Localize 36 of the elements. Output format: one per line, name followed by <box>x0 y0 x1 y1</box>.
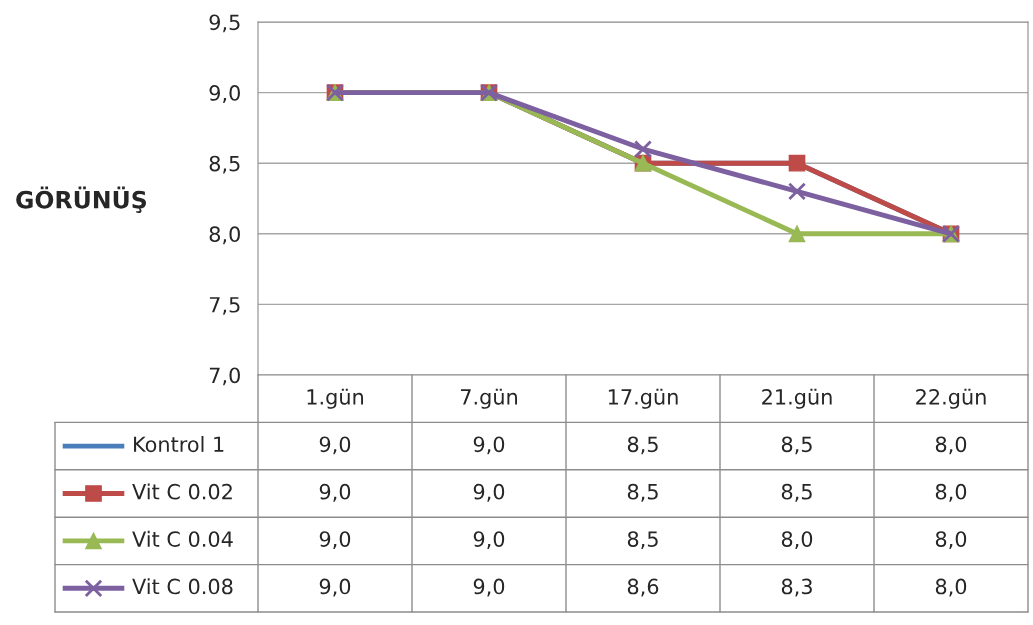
x-tick-label: 21.gün <box>762 388 832 409</box>
x-tick-label: 17.gün <box>608 388 678 409</box>
y-tick-label: 7,5 <box>209 297 240 315</box>
y-tick-label: 9,5 <box>209 14 240 33</box>
legend-label: Vit C 0.08 <box>132 578 233 595</box>
x-tick-label: 7.gün <box>460 388 517 409</box>
y-axis-title: GÖRÜNÜŞ <box>16 186 147 213</box>
data-label: 9,0 <box>473 483 505 502</box>
data-label: 8,0 <box>935 436 967 455</box>
legend-label: Vit C 0.02 <box>132 483 232 500</box>
data-label: 9,0 <box>319 436 351 455</box>
x-tick-label: 1.gün <box>307 388 363 409</box>
data-label: 8,5 <box>781 436 812 455</box>
data-label: 9,0 <box>319 578 351 597</box>
data-label: 8,0 <box>935 531 967 550</box>
data-label: 8,6 <box>627 578 659 597</box>
data-label: 8,5 <box>781 483 812 502</box>
y-tick-label: 8,0 <box>209 226 240 245</box>
data-label: 8,5 <box>627 483 658 502</box>
data-label: 8,3 <box>781 578 812 597</box>
x-tick-label: 22.gün <box>916 388 986 409</box>
y-tick-label: 9,0 <box>209 85 240 103</box>
data-label: 9,0 <box>319 531 351 550</box>
data-label: 8,0 <box>781 531 813 550</box>
y-tick-label: 7,0 <box>209 367 240 386</box>
data-label: 8,0 <box>935 578 967 597</box>
data-label: 8,0 <box>935 483 967 502</box>
data-label: 8,5 <box>627 531 658 550</box>
y-tick-label: 8,5 <box>209 155 240 174</box>
data-label: 9,0 <box>473 578 505 597</box>
data-label: 9,0 <box>473 531 505 550</box>
data-label: 9,0 <box>319 483 351 502</box>
legend-label: Kontrol 1 <box>134 436 224 453</box>
data-label: 8,5 <box>627 436 658 455</box>
legend-label: Vit C 0.04 <box>132 530 233 547</box>
data-label: 9,0 <box>473 436 505 455</box>
